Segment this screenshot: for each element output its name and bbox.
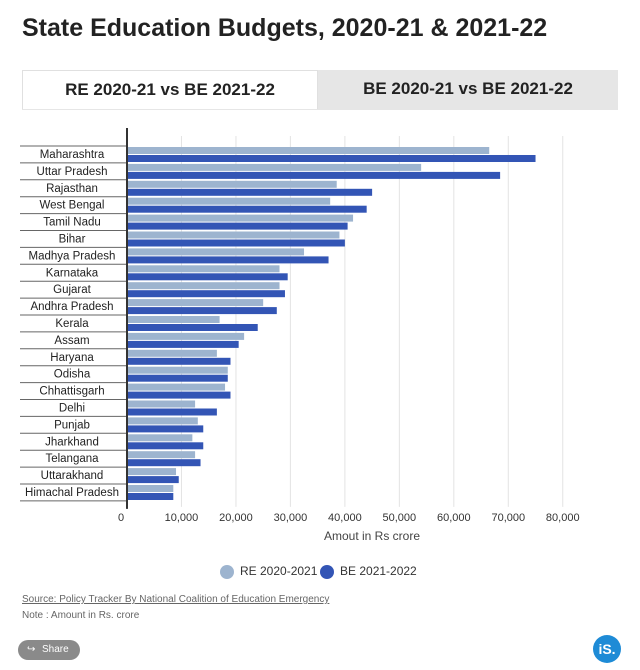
bar [127,214,354,222]
bar [127,349,217,357]
bar [127,408,217,416]
bar [127,476,179,484]
category-label: Haryana [50,352,94,364]
bar [127,374,228,382]
category-label: Rajasthan [46,183,98,195]
note-text: Note : Amount in Rs. crore [22,610,140,621]
x-tick-label: 10,000 [165,512,199,524]
bar [127,282,280,290]
bar [127,451,196,459]
category-label: Bihar [59,234,86,246]
bar [127,442,204,450]
category-label: Karnataka [46,267,99,279]
category-label: Andhra Pradesh [30,301,113,313]
tab-bar: RE 2020-21 vs BE 2021-22 BE 2020-21 vs B… [22,70,618,110]
legend-label-re-2020-2021: RE 2020-2021 [240,564,318,578]
bar [127,383,226,391]
bar [127,316,220,323]
bar [127,468,177,476]
x-tick-label: 70,000 [491,512,525,524]
category-label: Odisha [54,369,91,381]
bar [127,307,277,315]
x-tick-label: 50,000 [383,512,417,524]
bar [127,155,536,162]
bar [127,147,490,154]
category-label: West Bengal [40,200,105,212]
x-axis-label: Amout in Rs crore [324,529,420,540]
bar [127,248,305,256]
bar [127,400,196,408]
x-tick-label: 20,000 [219,512,253,524]
bar [127,197,331,205]
bar [127,417,198,425]
bar-chart: Maharashtra Uttar Pradesh Rajasthan West Be… [20,128,580,540]
x-tick-label: 40,000 [328,512,362,524]
source-link[interactable]: Source: Policy Tracker By National Coali… [22,594,330,605]
legend-swatch-re-2020-2021 [220,565,234,579]
bar [127,425,204,433]
category-label: Maharashtra [40,149,105,161]
category-label: Uttarakhand [41,470,104,482]
bar [127,205,367,213]
share-label: Share [42,644,69,655]
chart-legend: RE 2020-2021 BE 2021-2022 [0,562,640,582]
bar [127,163,422,171]
x-tick-label: 60,000 [437,512,471,524]
category-label: Kerala [55,318,89,330]
bar [127,299,264,307]
bar [127,265,280,273]
bar [127,434,193,442]
bar [127,290,285,298]
bar [127,332,245,340]
category-label: Punjab [54,419,90,431]
share-button[interactable]: ↪ Share [18,640,80,660]
bar [127,324,258,331]
legend-label-be-2021-2022: BE 2021-2022 [340,564,417,578]
bar [127,273,288,281]
bar [127,366,228,374]
bar [127,391,231,399]
bar [127,231,340,239]
tab-be-2020-21-vs-be-2021-22[interactable]: BE 2020-21 vs BE 2021-22 [363,79,573,98]
x-tick-label: 80,000 [546,512,580,524]
bar [127,493,174,500]
category-label: Uttar Pradesh [37,166,108,178]
bar [127,340,239,348]
legend-swatch-be-2021-2022 [320,565,334,579]
share-icon: ↪ [27,644,36,655]
brand-logo[interactable]: iS. [593,635,621,663]
category-label: Himachal Pradesh [25,487,119,499]
bar [127,357,231,365]
bar [127,239,345,247]
bar [127,256,329,264]
bar [127,485,174,492]
bar [127,188,373,196]
category-label: Gujarat [53,284,92,296]
category-label: Tamil Nadu [43,217,101,229]
category-label: Telangana [45,453,99,465]
bar [127,459,201,467]
tab-re-2020-21-vs-be-2021-22[interactable]: RE 2020-21 vs BE 2021-22 [22,70,318,109]
x-tick-label: 0 [118,512,124,524]
category-label: Jharkhand [45,436,99,448]
category-label: Delhi [59,403,85,415]
bar [127,171,501,179]
x-tick-label: 30,000 [274,512,308,524]
bar [127,180,337,188]
category-label: Assam [54,335,89,347]
category-label: Madhya Pradesh [29,250,116,262]
chart-title: State Education Budgets, 2020-21 & 2021-… [22,14,548,42]
bar [127,222,348,230]
category-label: Chhattisgarh [39,386,104,398]
